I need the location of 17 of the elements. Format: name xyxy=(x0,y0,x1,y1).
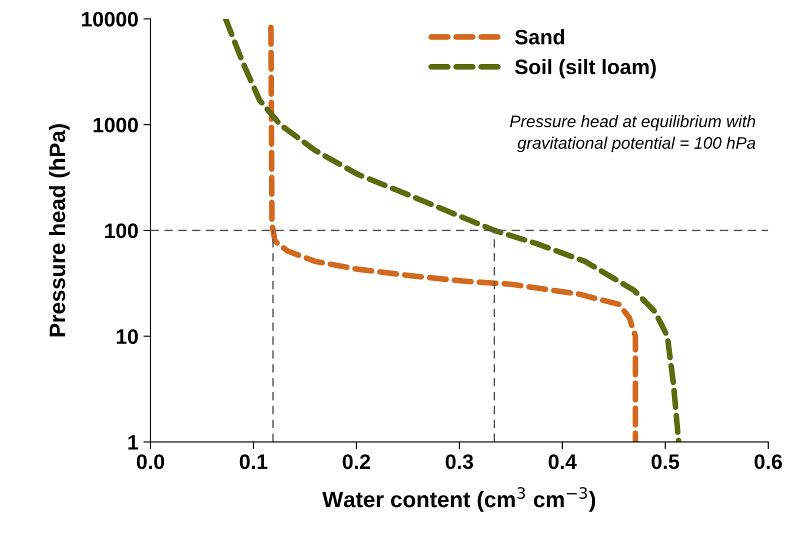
y-tick-label: 10 xyxy=(116,329,138,344)
y-tick-label: 100 xyxy=(105,223,138,238)
x-tick-label: 0.0 xyxy=(136,454,164,470)
x-tick-label: 0.5 xyxy=(652,454,680,470)
annotation: Pressure head at equilibrium with gravitational potential = 100 hPa xyxy=(510,115,756,152)
y-tick-label: 1 xyxy=(128,435,138,450)
legend-label: Sand xyxy=(515,29,564,44)
y-tick-label: 1000 xyxy=(94,118,138,132)
x-axis-title: Water content (cm$^{3}$ cm$^{−3}$) xyxy=(322,487,596,512)
legend-label: Soil (silt loam) xyxy=(515,58,656,78)
x-tick-label: 0.3 xyxy=(446,454,474,470)
y-tick-label: 10000 xyxy=(82,12,138,27)
x-tick-label: 0.4 xyxy=(548,454,577,470)
y-axis-title: Pressure head (hPa) xyxy=(48,124,70,336)
x-tick-label: 0.2 xyxy=(342,454,370,470)
x-tick-label: 0.1 xyxy=(240,454,268,470)
x-tick-label: 0.6 xyxy=(754,454,782,470)
